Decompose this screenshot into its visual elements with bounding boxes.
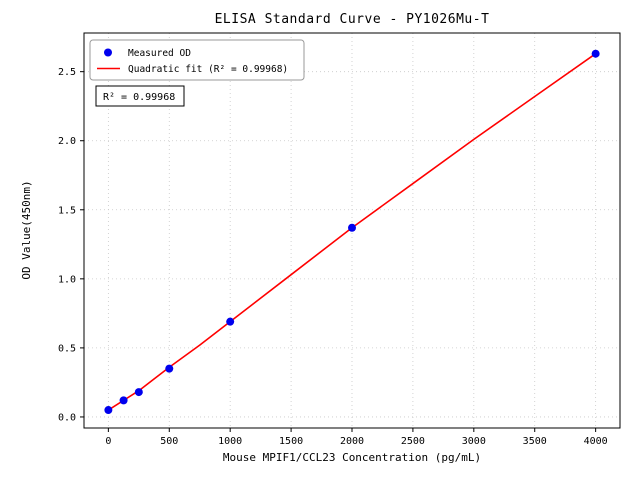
x-tick-label: 2000 <box>340 436 364 447</box>
grid-layer <box>84 33 620 428</box>
legend: Measured OD Quadratic fit (R² = 0.99968) <box>89 39 305 81</box>
legend-marker-measured-od <box>104 48 112 57</box>
y-tick-label: 2.0 <box>58 136 76 147</box>
y-axis-label: OD Value(450nm) <box>20 180 33 279</box>
x-tick-label: 3500 <box>523 436 547 447</box>
annotation-text: R² = 0.99968 <box>103 92 175 103</box>
measured-od-point <box>591 49 600 58</box>
legend-label-quadratic-fit: Quadratic fit (R² = 0.99968) <box>128 64 288 75</box>
chart-title: ELISA Standard Curve - PY1026Mu-T <box>215 12 490 27</box>
measured-od-point <box>226 317 235 326</box>
legend-box <box>89 39 305 81</box>
ticks-layer: 0 500 1000 1500 2000 2500 3000 3500 4000 0.0 0.5 1.… <box>58 67 608 447</box>
measured-od-point <box>165 364 174 373</box>
y-tick-label: 2.5 <box>58 67 76 78</box>
measured-od-point <box>134 388 143 397</box>
series-layer <box>104 49 600 415</box>
y-tick-label: 1.0 <box>58 274 76 285</box>
x-tick-label: 500 <box>160 436 178 447</box>
x-tick-label: 0 <box>105 436 111 447</box>
x-axis-label: Mouse MPIF1/CCL23 Concentration (pg/mL) <box>223 451 481 464</box>
y-tick-label: 1.5 <box>58 205 76 216</box>
r-squared-annotation: R² = 0.99968 <box>95 85 185 107</box>
annotation-box <box>95 85 185 107</box>
legend-label-measured-od: Measured OD <box>128 48 191 59</box>
x-tick-label: 3000 <box>462 436 486 447</box>
quadratic-fit-line <box>107 53 597 411</box>
measured-od-point <box>119 396 128 405</box>
measured-od-point <box>348 223 356 232</box>
x-tick-label: 1500 <box>279 436 303 447</box>
x-tick-label: 4000 <box>584 436 608 447</box>
measured-od-point <box>104 406 113 415</box>
y-tick-label: 0.0 <box>58 412 76 423</box>
x-tick-label: 1000 <box>218 436 242 447</box>
y-tick-label: 0.5 <box>58 343 76 354</box>
x-tick-label: 2500 <box>401 436 425 447</box>
